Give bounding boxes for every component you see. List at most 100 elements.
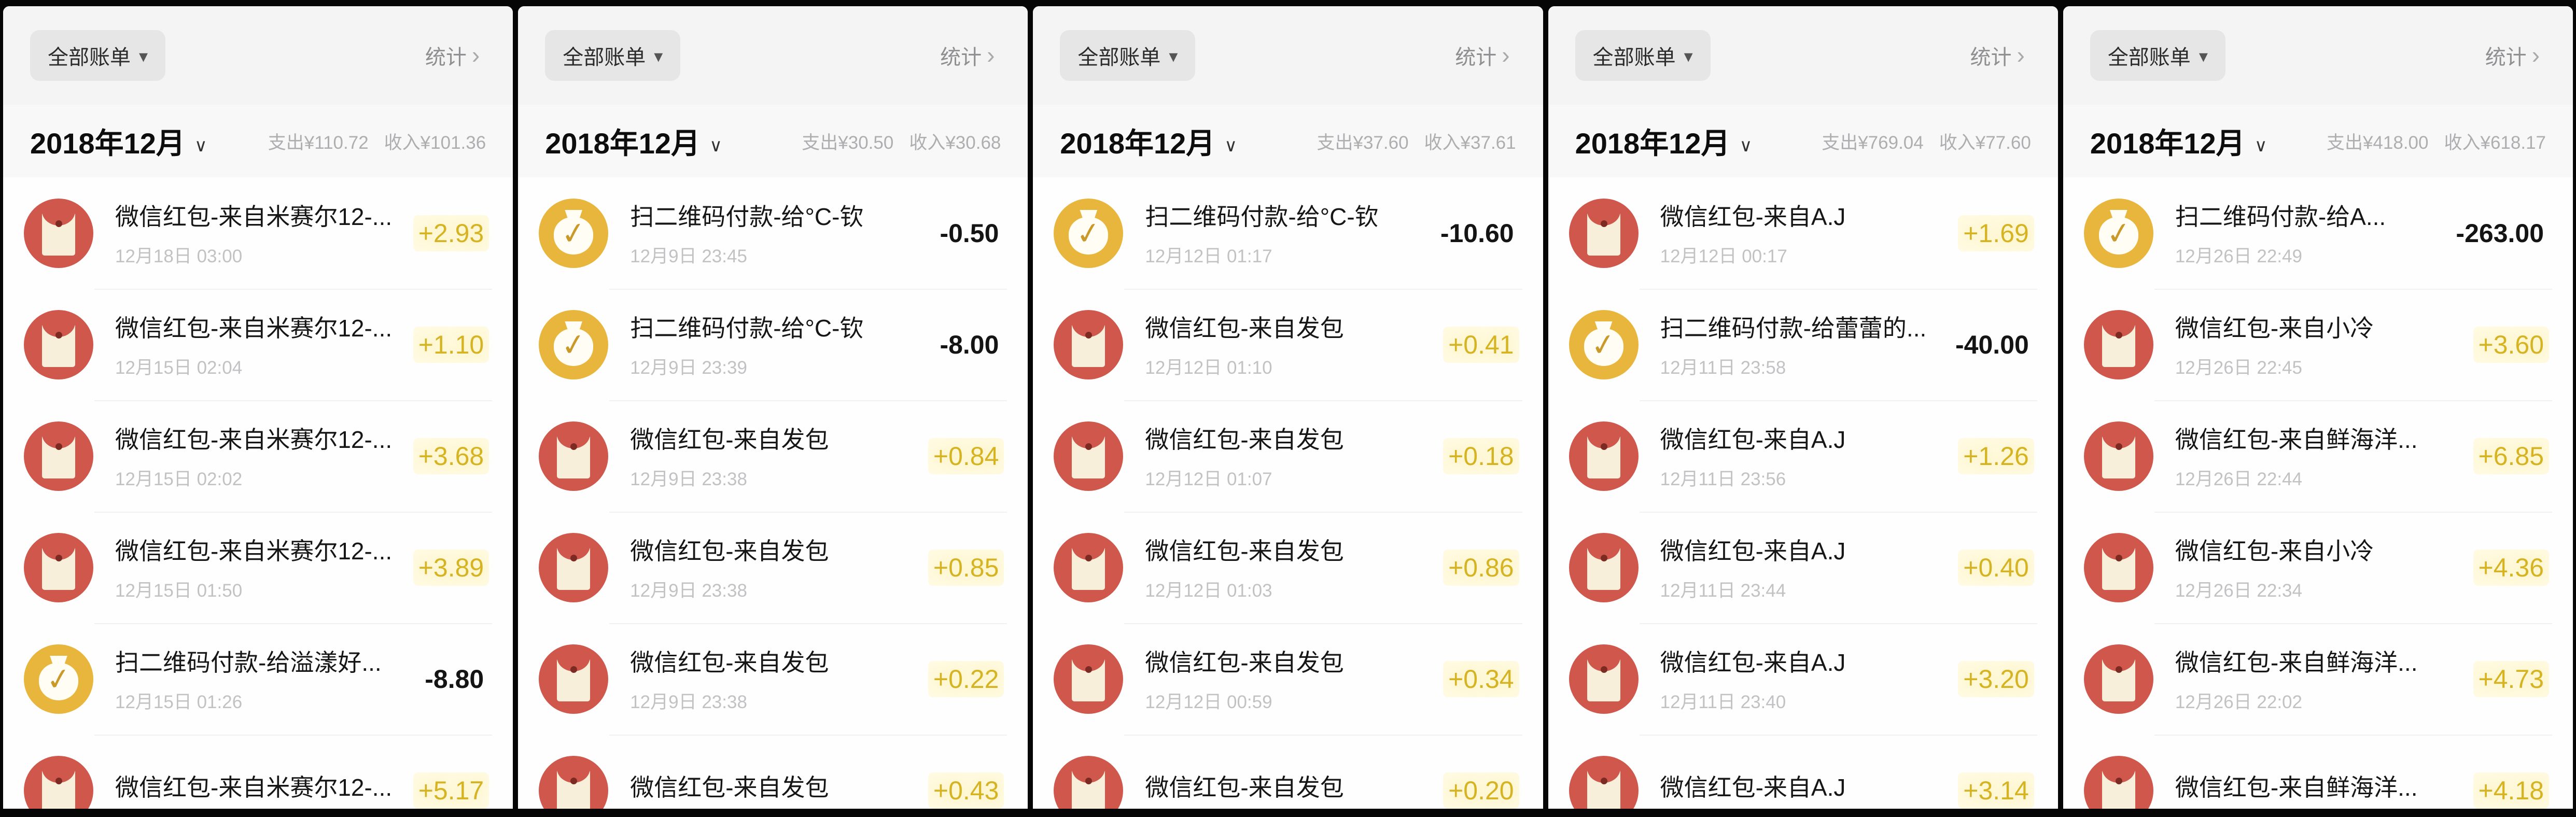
account-filter-dropdown[interactable]: 全部账单	[30, 30, 166, 81]
statistics-button[interactable]: 统计	[1452, 40, 1513, 71]
transaction-date: 12月15日 01:26	[115, 692, 243, 712]
month-expense-total: 支出¥418.00	[2326, 132, 2429, 153]
statistics-label: 统计	[2485, 46, 2527, 69]
bill-panel: 全部账单 统计 2018年12月 支出¥769.04 收入¥77.60	[1548, 6, 2058, 809]
transaction-row[interactable]: 微信红包-来自A.J 12月11日 23:44 +0.40	[1548, 512, 2058, 623]
statistics-button[interactable]: 统计	[937, 40, 998, 71]
transaction-info: 微信红包-来自米赛尔12-... 12月18日 03:00	[115, 198, 401, 268]
month-bar: 2018年12月 支出¥30.50 收入¥30.68	[518, 105, 1028, 177]
transaction-title: 扫二维码付款-给°C-钦	[630, 203, 864, 230]
transaction-row[interactable]: 微信红包-来自A.J 12月12日 00:17 +1.69	[1548, 177, 2058, 289]
transaction-row[interactable]: 扫二维码付款-给A... 12月26日 22:49 -263.00	[2063, 177, 2573, 289]
transaction-title: 微信红包-来自鲜海洋...	[2175, 426, 2418, 453]
transaction-row[interactable]: 微信红包-来自发包 12月9日 23:38 +0.22	[518, 623, 1028, 735]
transaction-row[interactable]: 微信红包-来自鲜海洋... 12月26日 22:44 +6.85	[2063, 400, 2573, 512]
transaction-row[interactable]: 微信红包-来自米赛尔12-... 12月18日 03:00 +2.93	[3, 177, 513, 289]
transaction-row[interactable]: 微信红包-来自米赛尔12-... 12月15日 01:50 +3.89	[3, 512, 513, 623]
transaction-title: 微信红包-来自发包	[1145, 315, 1344, 342]
money-bag-icon	[24, 644, 93, 714]
chevron-right-icon	[987, 43, 995, 68]
transaction-row[interactable]: 微信红包-来自A.J 12月11日 23:40 +3.20	[1548, 623, 2058, 735]
transaction-title: 微信红包-来自米赛尔12-...	[115, 426, 393, 453]
transaction-title: 扫二维码付款-给A...	[2175, 203, 2386, 230]
transaction-amount: +5.17	[413, 772, 489, 809]
transaction-row[interactable]: 微信红包-来自发包 12月9日 23:38 +0.85	[518, 512, 1028, 623]
transaction-info: 微信红包-来自发包	[1145, 769, 1431, 809]
transaction-amount: +0.85	[928, 549, 1004, 586]
transaction-amount: +0.84	[928, 438, 1004, 474]
transaction-info: 微信红包-来自发包 12月12日 01:10	[1145, 309, 1431, 379]
transaction-row[interactable]: 微信红包-来自发包 12月12日 00:59 +0.34	[1033, 623, 1543, 735]
transaction-info: 扫二维码付款-给°C-钦 12月12日 01:17	[1145, 198, 1422, 268]
transaction-row[interactable]: 扫二维码付款-给溢漾好... 12月15日 01:26 -8.80	[3, 623, 513, 735]
transaction-title: 微信红包-来自米赛尔12-...	[115, 538, 393, 565]
account-filter-dropdown[interactable]: 全部账单	[1575, 30, 1711, 81]
month-selector[interactable]: 2018年12月	[1060, 120, 1237, 162]
money-bag-icon	[539, 309, 609, 379]
transaction-title: 扫二维码付款-给蕾蕾的...	[1660, 315, 1927, 342]
transaction-row[interactable]: 微信红包-来自A.J 12月11日 23:56 +1.26	[1548, 400, 2058, 512]
account-filter-dropdown[interactable]: 全部账单	[545, 30, 681, 81]
red-packet-icon	[539, 421, 609, 491]
transaction-title: 微信红包-来自A.J	[1660, 538, 1846, 565]
month-selector[interactable]: 2018年12月	[30, 120, 207, 162]
transaction-list: 扫二维码付款-给°C-钦 12月12日 01:17 -10.60 微信红包-来自…	[1033, 177, 1543, 809]
transaction-row[interactable]: 微信红包-来自发包 +0.43	[518, 735, 1028, 809]
transaction-row[interactable]: 微信红包-来自鲜海洋... +4.18	[2063, 735, 2573, 809]
red-packet-icon	[1569, 532, 1639, 602]
month-label: 2018年12月	[545, 126, 701, 160]
account-filter-label: 全部账单	[563, 46, 646, 69]
statistics-button[interactable]: 统计	[422, 40, 483, 71]
month-label: 2018年12月	[1575, 126, 1730, 160]
transaction-title: 微信红包-来自小冷	[2175, 315, 2374, 342]
transaction-amount: +3.68	[413, 438, 489, 474]
transaction-row[interactable]: 微信红包-来自米赛尔12-... +5.17	[3, 735, 513, 809]
transaction-amount: +4.73	[2473, 660, 2550, 697]
transaction-row[interactable]: 微信红包-来自发包 12月12日 01:03 +0.86	[1033, 512, 1543, 623]
transaction-info: 微信红包-来自鲜海洋... 12月26日 22:02	[2175, 644, 2461, 714]
transaction-info: 微信红包-来自米赛尔12-... 12月15日 02:02	[115, 421, 401, 491]
statistics-button[interactable]: 统计	[2482, 40, 2543, 71]
transaction-amount: -263.00	[2456, 218, 2544, 248]
transaction-row[interactable]: 微信红包-来自小冷 12月26日 22:34 +4.36	[2063, 512, 2573, 623]
month-selector[interactable]: 2018年12月	[1575, 120, 1753, 162]
transaction-amount: -8.80	[425, 664, 484, 694]
transaction-row[interactable]: 微信红包-来自发包 12月12日 01:07 +0.18	[1033, 400, 1543, 512]
account-filter-dropdown[interactable]: 全部账单	[2090, 30, 2225, 81]
red-packet-icon	[2083, 755, 2153, 809]
transaction-amount: +1.69	[1958, 215, 2034, 251]
red-packet-icon	[2083, 532, 2153, 602]
month-income-total: 收入¥618.17	[2444, 132, 2546, 153]
transaction-row[interactable]: 微信红包-来自鲜海洋... 12月26日 22:02 +4.73	[2063, 623, 2573, 735]
red-packet-icon	[2083, 421, 2153, 491]
transaction-row[interactable]: 微信红包-来自A.J +3.14	[1548, 735, 2058, 809]
month-summary: 支出¥110.72 收入¥101.36	[268, 128, 486, 154]
transaction-amount: +0.41	[1443, 326, 1519, 363]
transaction-date: 12月15日 01:50	[115, 581, 243, 601]
transaction-row[interactable]: 微信红包-来自米赛尔12-... 12月15日 02:02 +3.68	[3, 400, 513, 512]
month-selector[interactable]: 2018年12月	[2090, 120, 2267, 162]
transaction-row[interactable]: 扫二维码付款-给°C-钦 12月9日 23:45 -0.50	[518, 177, 1028, 289]
transaction-row[interactable]: 微信红包-来自发包 +0.20	[1033, 735, 1543, 809]
transaction-title: 微信红包-来自A.J	[1660, 203, 1846, 230]
account-filter-dropdown[interactable]: 全部账单	[1060, 30, 1196, 81]
transaction-row[interactable]: 微信红包-来自发包 12月12日 01:10 +0.41	[1033, 289, 1543, 400]
top-bar: 全部账单 统计	[1548, 6, 2058, 105]
transaction-title: 微信红包-来自鲜海洋...	[2175, 773, 2418, 801]
transaction-row[interactable]: 扫二维码付款-给蕾蕾的... 12月11日 23:58 -40.00	[1548, 289, 2058, 400]
transaction-row[interactable]: 扫二维码付款-给°C-钦 12月12日 01:17 -10.60	[1033, 177, 1543, 289]
transaction-row[interactable]: 微信红包-来自米赛尔12-... 12月15日 02:04 +1.10	[3, 289, 513, 400]
transaction-amount: +3.14	[1958, 772, 2034, 809]
transaction-info: 微信红包-来自小冷 12月26日 22:34	[2175, 532, 2461, 602]
month-summary: 支出¥769.04 收入¥77.60	[1822, 128, 2031, 154]
money-bag-icon	[1569, 309, 1639, 379]
caret-down-icon	[2199, 44, 2208, 67]
transaction-row[interactable]: 微信红包-来自发包 12月9日 23:38 +0.84	[518, 400, 1028, 512]
transaction-info: 扫二维码付款-给°C-钦 12月9日 23:39	[630, 309, 922, 379]
transaction-row[interactable]: 扫二维码付款-给°C-钦 12月9日 23:39 -8.00	[518, 289, 1028, 400]
transaction-row[interactable]: 微信红包-来自小冷 12月26日 22:45 +3.60	[2063, 289, 2573, 400]
red-packet-icon	[2083, 644, 2153, 714]
caret-down-icon	[654, 44, 663, 67]
statistics-button[interactable]: 统计	[1967, 40, 2027, 71]
month-selector[interactable]: 2018年12月	[545, 120, 722, 162]
